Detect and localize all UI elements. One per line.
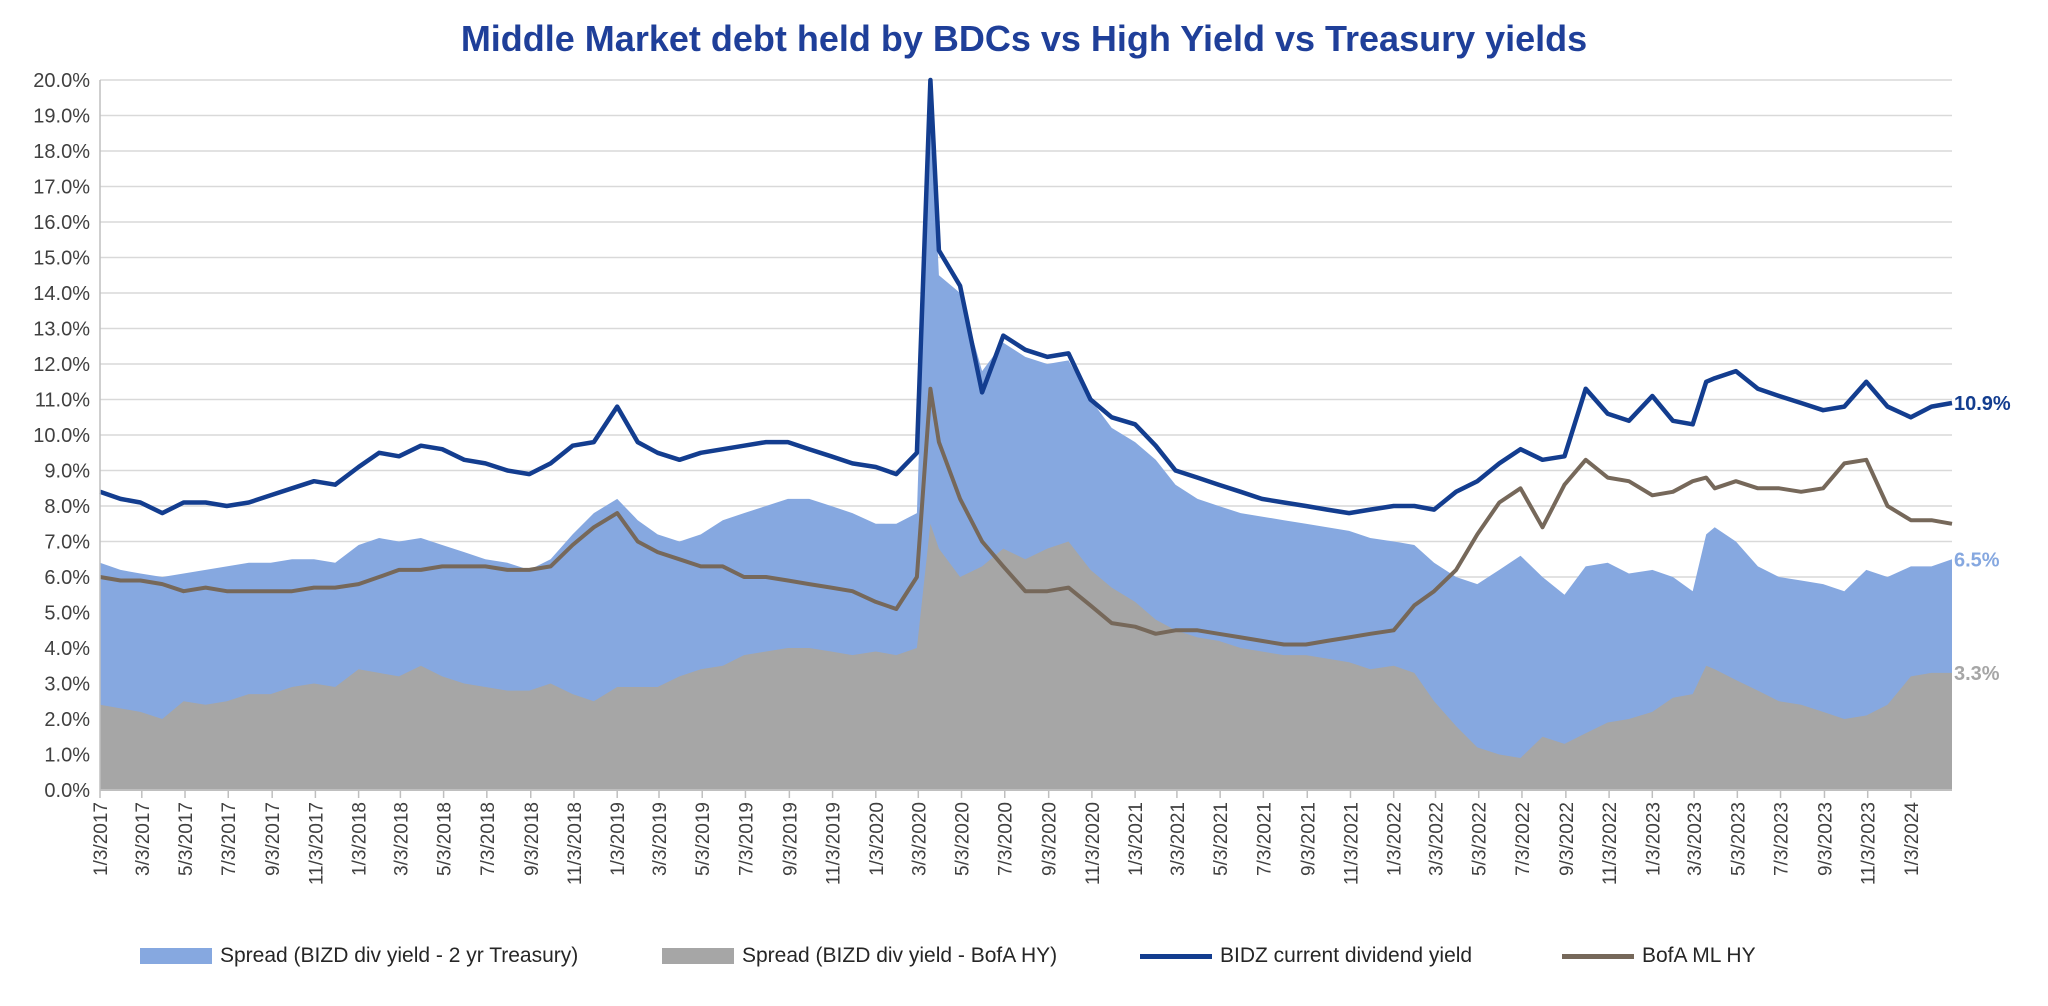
y-tick-label: 11.0%: [35, 390, 90, 412]
x-tick-label: 7/3/2022: [1513, 802, 1534, 876]
x-tick-label: 1/3/2019: [608, 802, 629, 876]
line-bofa-hy: [99, 386, 1953, 647]
x-tick-label: 11/3/2022: [1600, 802, 1621, 885]
x-tick-label: 9/3/2018: [522, 802, 543, 876]
x-tick-label: 5/3/2020: [953, 802, 974, 876]
x-tick-label: 3/3/2023: [1685, 802, 1706, 876]
legend-label-hy: BofA ML HY: [1642, 944, 1756, 967]
legend-label-spread-treasury: Spread (BIZD div yield - 2 yr Treasury): [220, 944, 579, 967]
end-labels: 10.9% 6.5% 3.3%: [1954, 393, 2011, 685]
x-tick-label: 11/3/2023: [1859, 802, 1880, 885]
x-tick-label: 7/3/2020: [996, 802, 1017, 876]
x-axis-ticks: 1/3/2017 3/3/2017 5/3/2017 7/3/2017 9/3/2017…: [91, 802, 1923, 886]
y-tick-label: 18.0%: [33, 141, 90, 163]
x-tick-label: 3/3/2017: [133, 802, 154, 876]
y-tick-label: 19.0%: [33, 106, 90, 128]
area-series: [100, 97, 1952, 791]
y-tick-label: 20.0%: [33, 70, 90, 92]
x-tick-label: 7/3/2019: [736, 802, 757, 876]
x-tick-label: 3/3/2021: [1168, 802, 1189, 876]
x-tick-label: 9/3/2020: [1040, 802, 1061, 876]
x-tick-label: 3/3/2022: [1427, 802, 1448, 876]
y-tick-label: 6.0%: [44, 567, 90, 589]
end-label: 3.3%: [1954, 663, 2000, 685]
x-tick-label: 7/3/2023: [1772, 802, 1793, 876]
x-tick-label: 7/3/2018: [478, 802, 499, 876]
x-tick-label: 7/3/2017: [219, 802, 240, 876]
x-tick-label: 1/3/2020: [867, 802, 888, 876]
y-tick-label: 2.0%: [44, 709, 90, 731]
x-tick-label: 1/3/2022: [1385, 802, 1406, 876]
end-label: 10.9%: [1954, 393, 2011, 415]
y-axis-ticks: 0.0% 1.0% 2.0% 3.0% 4.0% 5.0% 6.0% 7.0% 8.0% 9.0%…: [33, 70, 90, 802]
y-tick-label: 9.0%: [44, 461, 90, 483]
y-tick-label: 3.0%: [44, 674, 90, 696]
x-tick-label: 1/3/2024: [1902, 802, 1923, 876]
x-tick-label: 3/3/2020: [909, 802, 930, 876]
y-tick-label: 15.0%: [33, 248, 90, 270]
legend-item-bizd: BIDZ current dividend yield: [1140, 938, 1472, 974]
y-tick-label: 17.0%: [33, 177, 90, 199]
x-tick-label: 9/3/2021: [1298, 802, 1319, 876]
legend-item-hy: BofA ML HY: [1562, 938, 1756, 974]
x-tick-label: 11/3/2018: [565, 802, 586, 885]
x-tick-label: 7/3/2021: [1254, 802, 1275, 876]
y-tick-label: 16.0%: [33, 212, 90, 234]
legend-label-spread-hy: Spread (BIZD div yield - BofA HY): [742, 944, 1058, 967]
y-tick-label: 8.0%: [44, 496, 90, 518]
x-tick-label: 1/3/2023: [1643, 802, 1664, 876]
end-label: 6.5%: [1954, 549, 2000, 571]
legend-item-spread-treasury: Spread (BIZD div yield - 2 yr Treasury): [140, 938, 578, 974]
legend-swatch-hy: [1562, 953, 1634, 959]
legend-swatch-spread-treasury: [140, 948, 212, 964]
y-tick-label: 10.0%: [33, 425, 90, 447]
axes: [99, 80, 1952, 798]
x-tick-label: 1/3/2021: [1126, 802, 1147, 876]
legend-swatch-bizd: [1140, 953, 1212, 959]
x-tick-label: 5/3/2017: [176, 802, 197, 876]
x-tick-label: 3/3/2019: [650, 802, 671, 876]
y-tick-label: 0.0%: [44, 780, 90, 802]
legend-swatch-spread-hy: [662, 948, 734, 964]
y-tick-label: 5.0%: [44, 603, 90, 625]
x-tick-label: 9/3/2017: [263, 802, 284, 876]
y-tick-label: 7.0%: [44, 532, 90, 554]
x-tick-label: 9/3/2019: [780, 802, 801, 876]
y-tick-label: 1.0%: [44, 745, 90, 767]
chart-title: Middle Market debt held by BDCs vs High …: [460, 18, 1588, 59]
area-spread-hy: [100, 523, 1952, 790]
y-tick-label: 13.0%: [33, 319, 90, 341]
legend-label-bizd: BIDZ current dividend yield: [1220, 944, 1473, 967]
line-bizd-yield: [99, 77, 1953, 516]
x-tick-label: 3/3/2018: [391, 802, 412, 876]
line-series: [99, 77, 1953, 647]
x-tick-label: 11/3/2017: [306, 802, 327, 885]
x-tick-label: 11/3/2019: [824, 802, 845, 885]
x-tick-label: 5/3/2018: [435, 802, 456, 876]
x-tick-label: 9/3/2022: [1557, 802, 1578, 876]
y-tick-label: 12.0%: [33, 354, 90, 376]
area-spread-treasury: [100, 97, 1952, 791]
x-tick-label: 1/3/2017: [91, 802, 112, 876]
x-tick-label: 5/3/2021: [1211, 802, 1232, 876]
x-tick-label: 1/3/2018: [350, 802, 371, 876]
y-tick-label: 4.0%: [44, 638, 90, 660]
x-tick-label: 5/3/2022: [1470, 802, 1491, 876]
x-tick-label: 9/3/2023: [1816, 802, 1837, 876]
x-tick-label: 11/3/2021: [1342, 802, 1363, 885]
legend: Spread (BIZD div yield - 2 yr Treasury) …: [0, 938, 2048, 974]
legend-item-spread-hy: Spread (BIZD div yield - BofA HY): [662, 938, 1057, 974]
x-tick-label: 5/3/2023: [1728, 802, 1749, 876]
x-tick-label: 11/3/2020: [1083, 802, 1104, 885]
x-tick-label: 5/3/2019: [693, 802, 714, 876]
y-tick-label: 14.0%: [33, 283, 90, 305]
